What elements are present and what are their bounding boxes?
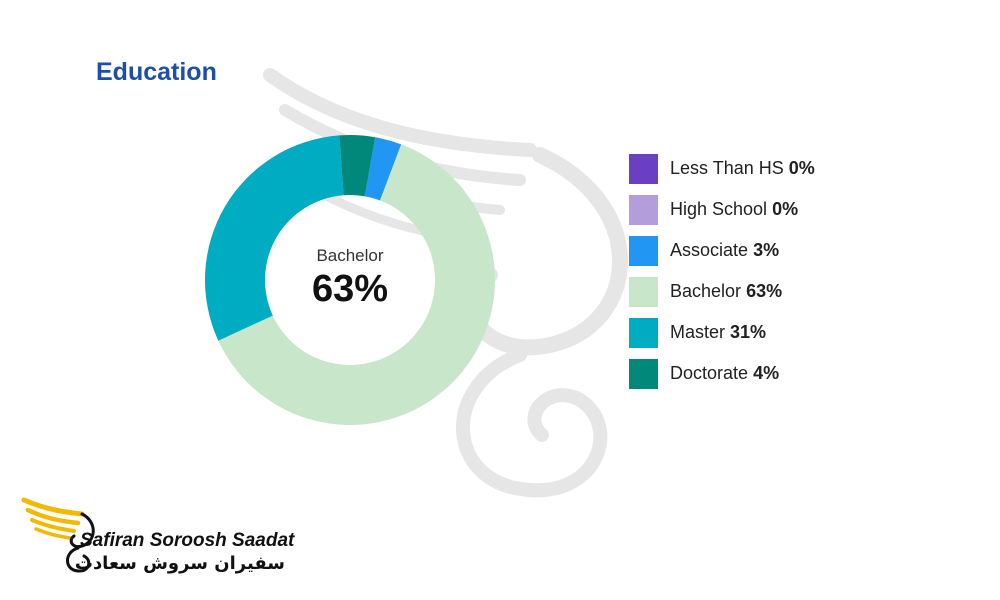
donut-slice-master (205, 135, 344, 341)
legend-label: Master (670, 322, 726, 342)
legend-item-master: Master 31% (629, 318, 815, 359)
legend-text: Bachelor 63% (670, 281, 782, 302)
donut-slice-doctorate (339, 135, 376, 197)
legend-item-less-than-hs: Less Than HS 0% (629, 154, 815, 195)
legend-swatch (629, 277, 658, 307)
donut-center-value: 63% (311, 268, 389, 310)
chart-title: Education (96, 58, 217, 86)
legend-value: 4% (753, 363, 780, 383)
legend-value: 31% (730, 322, 767, 342)
legend-text: Less Than HS 0% (670, 158, 815, 179)
legend-label: Less Than HS (670, 158, 784, 178)
legend-value: 63% (746, 281, 783, 301)
legend-text: Master 31% (670, 322, 766, 343)
legend-swatch (629, 154, 658, 184)
donut-chart (205, 135, 496, 426)
brand-name: Safiran Soroosh Saadat (80, 530, 295, 551)
legend-swatch (629, 195, 658, 225)
legend-label: High School (670, 199, 768, 219)
legend-item-associate: Associate 3% (629, 236, 815, 277)
legend-label: Doctorate (670, 363, 749, 383)
legend-swatch (629, 318, 658, 348)
legend-text: Associate 3% (670, 240, 779, 261)
donut-center-label: Bachelor (316, 246, 384, 265)
legend-value: 3% (753, 240, 780, 260)
legend-item-high-school: High School 0% (629, 195, 815, 236)
brand-wing-logo (21, 497, 95, 573)
legend-text: Doctorate 4% (670, 363, 779, 384)
legend-label: Associate (670, 240, 749, 260)
donut-slice-associate (364, 137, 402, 201)
chart-legend: Less Than HS 0% High School 0% Associate… (629, 154, 815, 400)
legend-swatch (629, 236, 658, 266)
legend-item-doctorate: Doctorate 4% (629, 359, 815, 400)
donut-slice-bachelor (218, 144, 496, 426)
legend-text: High School 0% (670, 199, 798, 220)
legend-value: 0% (772, 199, 799, 219)
legend-label: Bachelor (670, 281, 742, 301)
brand-name-persian: سفیران سروش سعادت (74, 553, 285, 574)
legend-value: 0% (788, 158, 815, 178)
legend-item-bachelor: Bachelor 63% (629, 277, 815, 318)
legend-swatch (629, 359, 658, 389)
